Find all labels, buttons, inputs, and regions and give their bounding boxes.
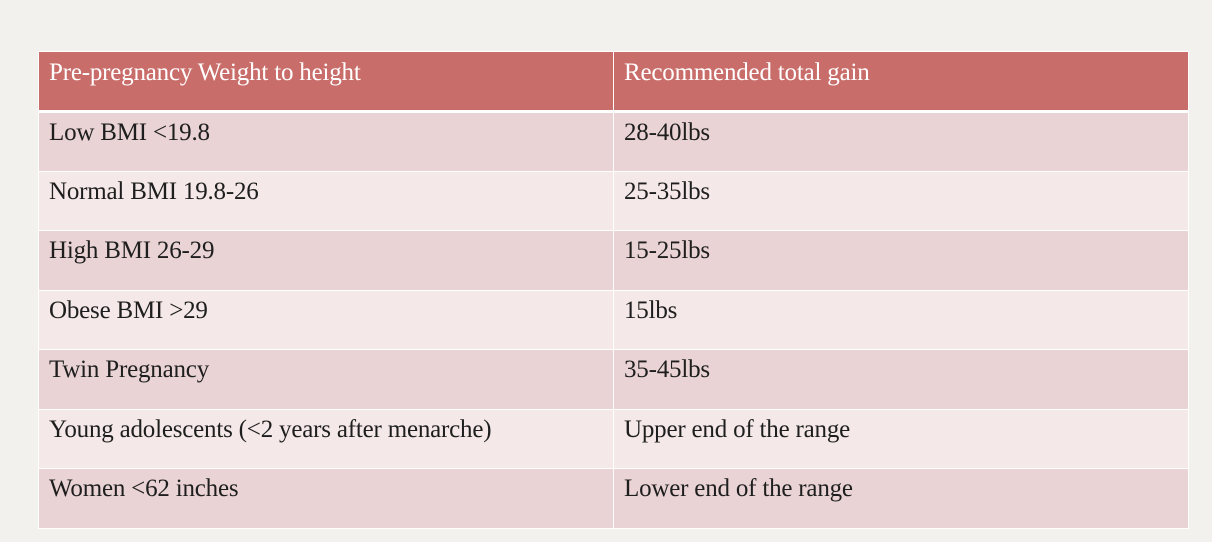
gain-cell: 35-45lbs [613, 349, 1189, 410]
table-row: High BMI 26-29 15-25lbs [38, 230, 1189, 291]
category-cell: Twin Pregnancy [38, 349, 614, 410]
table-body: Low BMI <19.8 28-40lbs Normal BMI 19.8-2… [38, 111, 1189, 529]
category-cell: Low BMI <19.8 [38, 111, 614, 172]
category-cell: Obese BMI >29 [38, 289, 614, 350]
header-row: Pre-pregnancy Weight to height Recommend… [38, 51, 1189, 113]
table-header: Pre-pregnancy Weight to height Recommend… [38, 51, 1189, 113]
category-cell: Normal BMI 19.8-26 [38, 170, 614, 231]
table-row: Normal BMI 19.8-26 25-35lbs [38, 170, 1189, 231]
weight-gain-table-container: Pre-pregnancy Weight to height Recommend… [38, 51, 1189, 529]
gain-cell: Lower end of the range [613, 468, 1189, 529]
category-cell: Young adolescents (<2 years after menarc… [38, 408, 614, 469]
table-row: Twin Pregnancy 35-45lbs [38, 349, 1189, 410]
header-weight-to-height: Pre-pregnancy Weight to height [38, 51, 614, 113]
category-cell: Women <62 inches [38, 468, 614, 529]
gain-cell: 15lbs [613, 289, 1189, 350]
gain-cell: Upper end of the range [613, 408, 1189, 469]
table-row: Low BMI <19.8 28-40lbs [38, 111, 1189, 172]
table-row: Young adolescents (<2 years after menarc… [38, 408, 1189, 469]
category-cell: High BMI 26-29 [38, 230, 614, 291]
weight-gain-table: Pre-pregnancy Weight to height Recommend… [38, 51, 1189, 529]
header-recommended-gain: Recommended total gain [613, 51, 1189, 113]
gain-cell: 28-40lbs [613, 111, 1189, 172]
gain-cell: 25-35lbs [613, 170, 1189, 231]
table-row: Obese BMI >29 15lbs [38, 289, 1189, 350]
gain-cell: 15-25lbs [613, 230, 1189, 291]
table-row: Women <62 inches Lower end of the range [38, 468, 1189, 529]
